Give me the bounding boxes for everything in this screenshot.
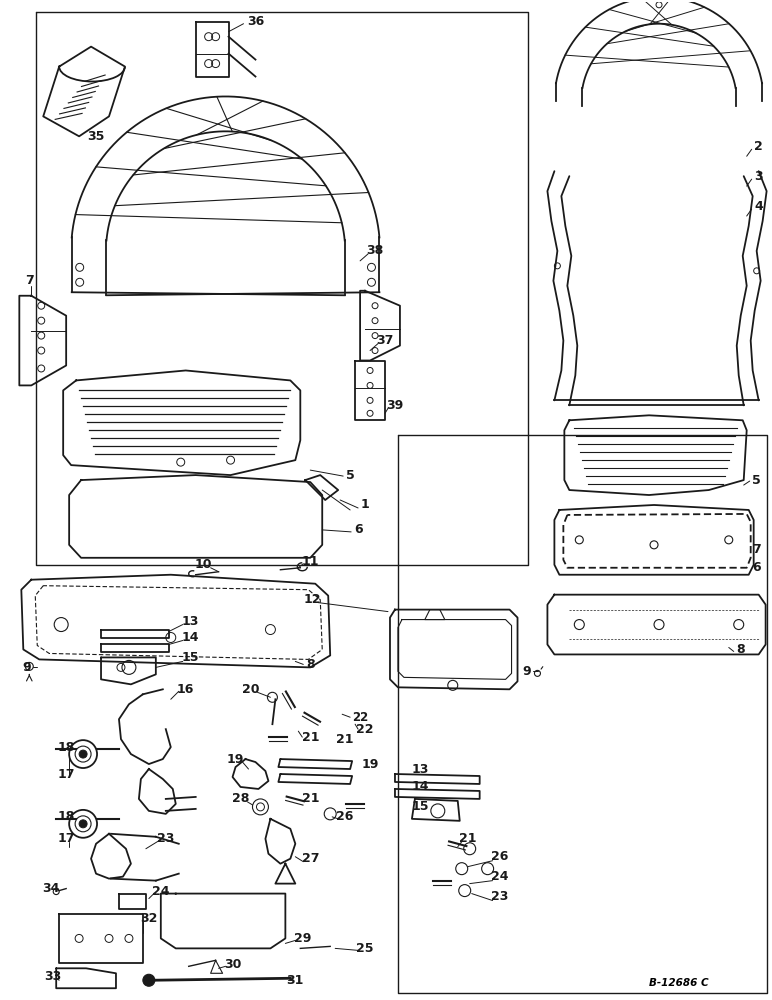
Text: 17: 17 (57, 832, 75, 845)
Text: 15: 15 (411, 800, 428, 813)
Text: 23: 23 (157, 832, 174, 845)
Text: 8: 8 (736, 643, 745, 656)
Text: 22: 22 (357, 723, 374, 736)
Text: 6: 6 (354, 523, 362, 536)
Circle shape (79, 750, 87, 758)
Text: 21: 21 (337, 733, 354, 746)
Text: 24: 24 (491, 870, 508, 883)
Text: 14: 14 (411, 780, 428, 793)
Text: 19: 19 (361, 758, 379, 771)
Text: 14: 14 (182, 631, 199, 644)
Text: 5: 5 (752, 474, 761, 487)
Text: 18: 18 (57, 741, 75, 754)
Text: 3: 3 (754, 170, 763, 183)
Text: 24: 24 (152, 885, 170, 898)
Text: 1: 1 (361, 498, 370, 511)
Text: 6: 6 (753, 561, 761, 574)
Text: 16: 16 (177, 683, 195, 696)
Text: 39: 39 (386, 399, 404, 412)
Text: 13: 13 (411, 763, 428, 776)
Text: 32: 32 (141, 912, 157, 925)
Text: B-12686 C: B-12686 C (649, 978, 709, 988)
Circle shape (143, 974, 155, 986)
Text: 22: 22 (352, 711, 368, 724)
Text: 29: 29 (293, 932, 311, 945)
Text: 21: 21 (302, 731, 319, 744)
Text: 4: 4 (754, 200, 763, 213)
Text: 28: 28 (232, 792, 249, 805)
Text: 20: 20 (242, 683, 259, 696)
Text: 18: 18 (57, 810, 75, 823)
Circle shape (79, 820, 87, 828)
Text: 38: 38 (367, 244, 384, 257)
Text: 35: 35 (87, 130, 105, 143)
Text: 5: 5 (346, 469, 354, 482)
Text: 9: 9 (22, 661, 31, 674)
Text: 21: 21 (459, 832, 476, 845)
Text: 36: 36 (247, 15, 264, 28)
Text: 33: 33 (45, 970, 62, 983)
Text: 30: 30 (224, 958, 241, 971)
Text: 23: 23 (491, 890, 508, 903)
Text: 25: 25 (357, 942, 374, 955)
Text: 12: 12 (303, 593, 321, 606)
Text: 34: 34 (42, 882, 60, 895)
Text: 11: 11 (302, 555, 319, 568)
Text: 21: 21 (302, 792, 319, 805)
Text: 13: 13 (182, 615, 199, 628)
Text: 7: 7 (25, 274, 34, 287)
Text: 26: 26 (337, 810, 354, 823)
Text: 15: 15 (182, 651, 199, 664)
Text: 17: 17 (57, 768, 75, 781)
Text: 10: 10 (195, 558, 212, 571)
Text: 7: 7 (752, 543, 761, 556)
Text: 27: 27 (302, 852, 319, 865)
Text: 31: 31 (286, 974, 304, 987)
Text: 26: 26 (491, 850, 508, 863)
Text: 37: 37 (376, 334, 394, 347)
Text: 9: 9 (522, 665, 531, 678)
Text: 8: 8 (306, 658, 314, 671)
Text: 2: 2 (754, 140, 763, 153)
Text: 19: 19 (227, 753, 244, 766)
